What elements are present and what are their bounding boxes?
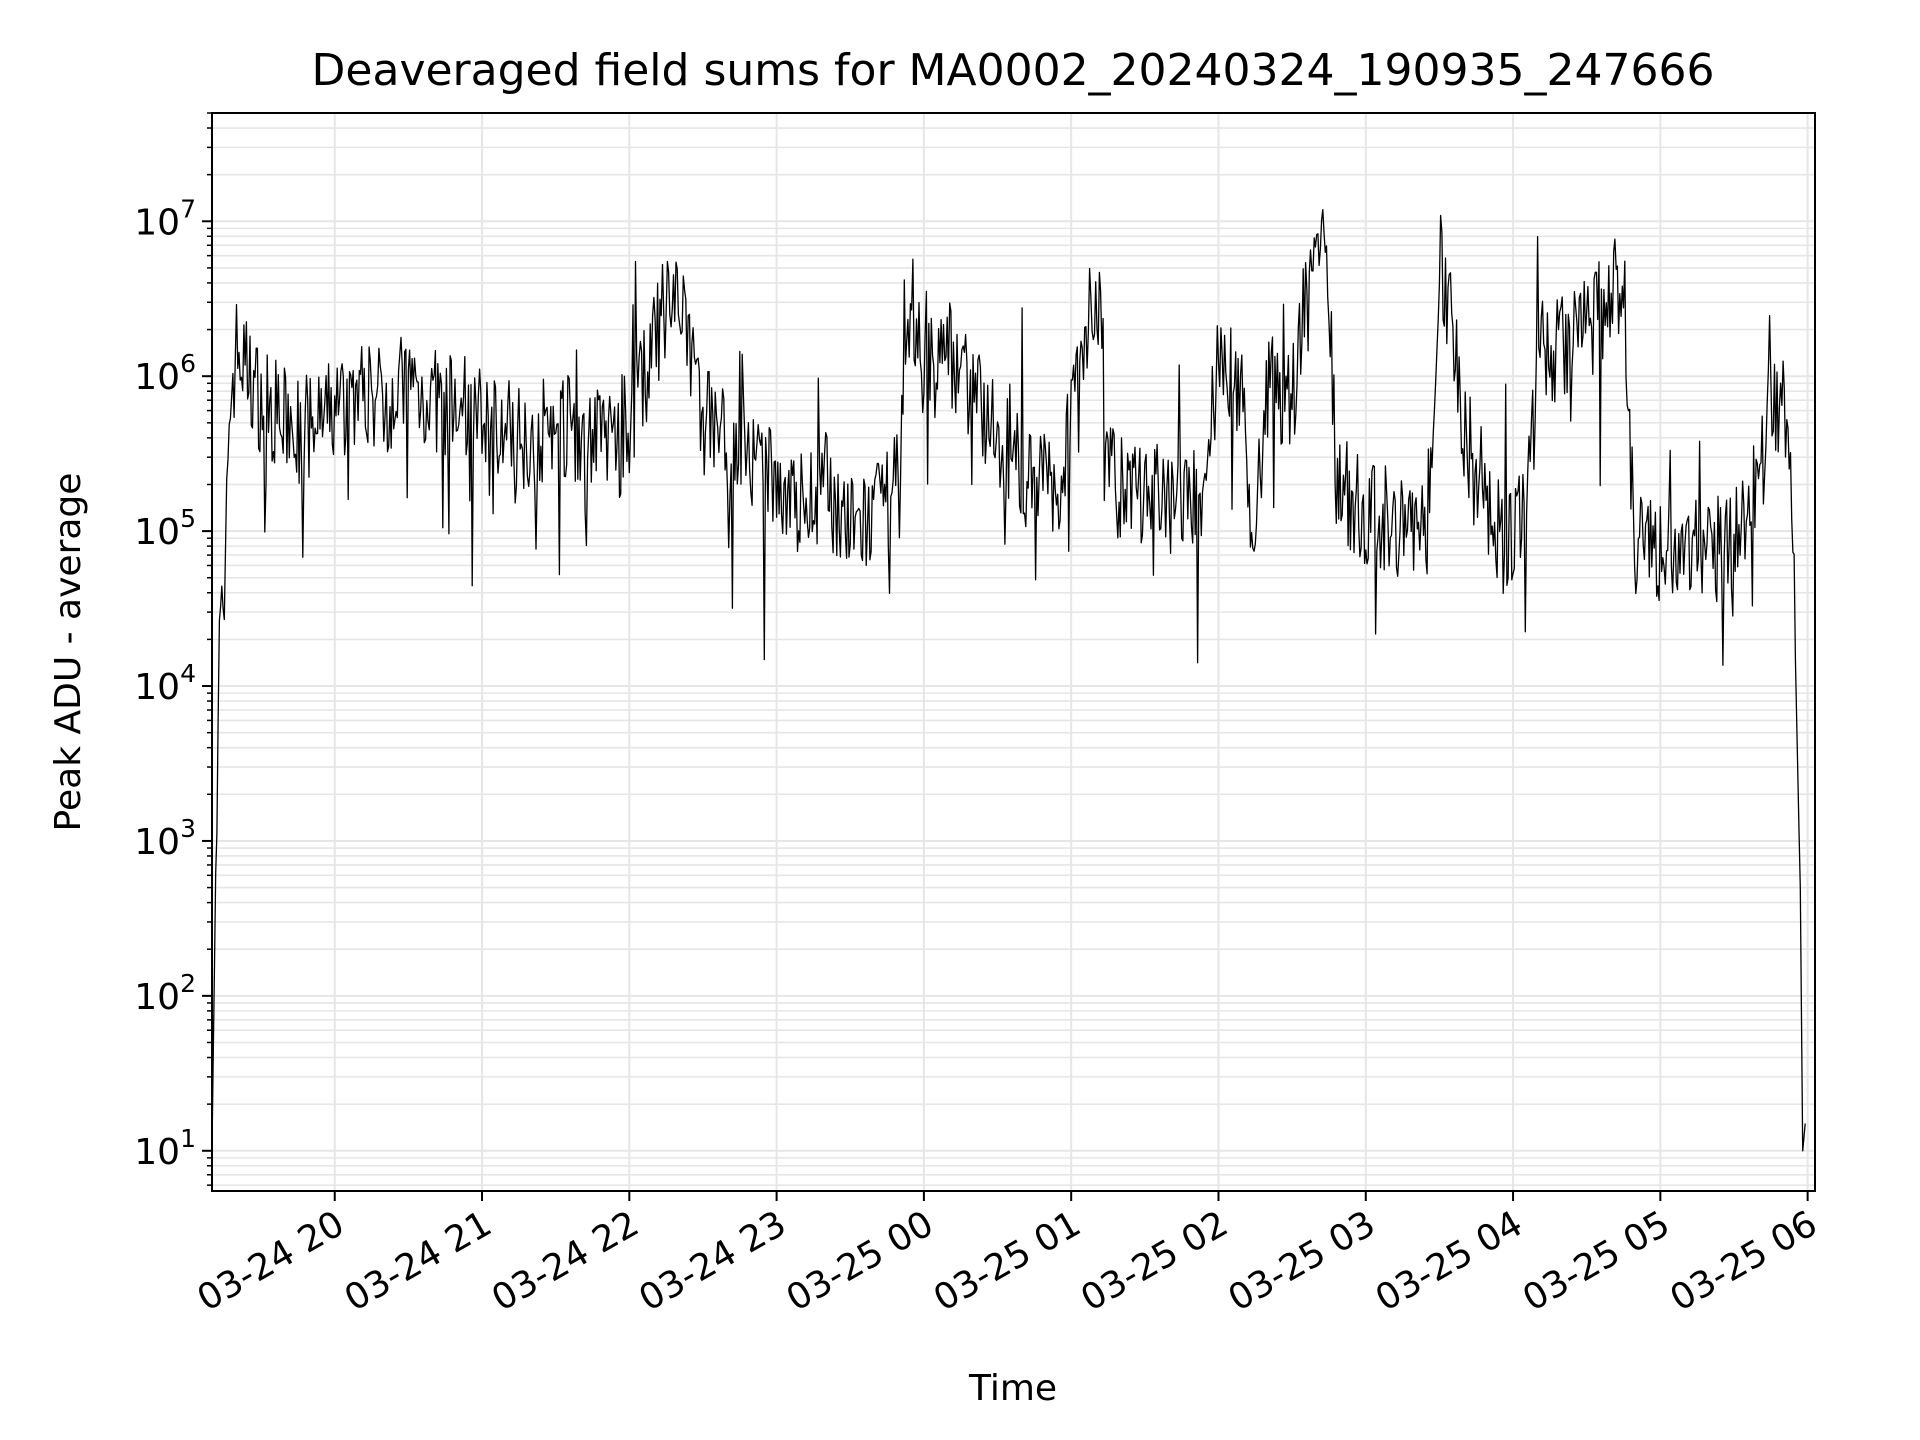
y-axis: 101 102 103 104 105 106 107	[134, 112, 212, 1186]
y-tick-label: 106	[134, 349, 196, 398]
series-line-0	[211, 208, 1806, 1152]
y-axis-label: Peak ADU - average	[48, 473, 89, 832]
y-tick-label: 105	[134, 504, 196, 553]
grid	[212, 112, 1815, 1191]
y-tick-label: 104	[134, 659, 196, 708]
plot-frame	[211, 112, 1816, 1192]
chart-title: Deaveraged field sums for MA0002_2024032…	[312, 45, 1715, 96]
y-tick-label: 103	[134, 814, 196, 863]
series-layer	[211, 208, 1806, 1152]
y-tick-label: 107	[134, 194, 196, 243]
x-axis-label: Time	[968, 1368, 1057, 1409]
y-tick-label: 101	[134, 1124, 196, 1173]
y-tick-label: 102	[134, 969, 196, 1018]
